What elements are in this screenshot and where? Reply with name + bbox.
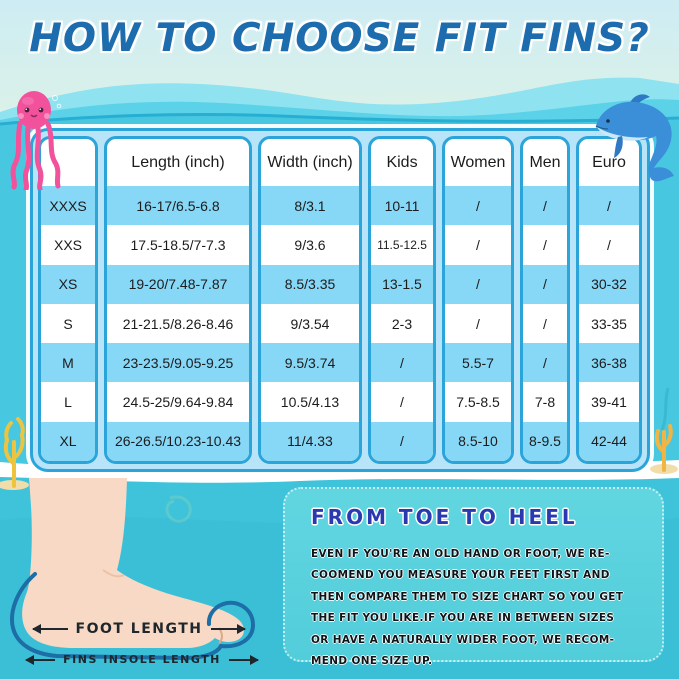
octopus-icon	[10, 91, 62, 190]
info-text-line: EVEN IF YOU'RE AN OLD HAND OR FOOT, WE R…	[311, 547, 610, 560]
table-cell: 2-3	[391, 315, 413, 332]
table-cell: 11.5-12.5	[377, 238, 427, 253]
table-column-width: Width (inch) 8/3.1 9/3.6 8.5/3.35 9/3.54…	[258, 136, 362, 464]
table-cell: /	[476, 315, 480, 332]
page-title: HOW TO CHOOSE FIT FINS?	[29, 16, 650, 61]
table-cell: /	[445, 264, 511, 304]
foot-length-label: FOOT LENGTH	[75, 621, 203, 637]
table-cell: 17.5-18.5/7-7.3	[130, 237, 226, 254]
table-cell: S	[63, 315, 73, 332]
table-cell: XXS	[53, 237, 82, 254]
table-cell: 24.5-25/9.64-9.84	[122, 394, 234, 411]
table-cell: 33-35	[591, 315, 627, 332]
insole-length-arrow: FINS INSOLE LENGTH	[24, 653, 260, 666]
info-text-line: COOMEND YOU MEASURE YOUR FEET FIRST AND	[311, 568, 610, 582]
header-cell: Women	[450, 153, 506, 171]
table-cell: /	[400, 394, 404, 411]
table-cell: 16-17/6.5-6.8	[107, 186, 249, 226]
foot-length-arrow: FOOT LENGTH	[32, 621, 246, 637]
info-body: EVEN IF YOU'RE AN OLD HAND OR FOOT, WE R…	[311, 543, 637, 672]
table-cell: /	[523, 186, 567, 226]
table-cell: L	[64, 394, 72, 411]
info-heading: FROM TOE TO HEEL	[311, 505, 578, 529]
table-cell: 23-23.5/9.05-9.25	[107, 343, 249, 383]
table-cell: M	[41, 343, 95, 383]
header-cell: Length (inch)	[131, 153, 225, 171]
arrow-line	[228, 654, 260, 665]
info-text-line: MEND ONE SIZE UP.	[311, 654, 433, 668]
coral-icon	[0, 417, 29, 490]
table-column-size: XXXS XXS XS S M L XL	[38, 136, 98, 464]
table-cell: /	[476, 237, 480, 254]
table-cell: 9/3.54	[290, 315, 330, 332]
table-cell: 19-20/7.48-7.87	[107, 264, 249, 304]
table-column-kids: Kids 10-11 11.5-12.5 13-1.5 2-3 / / /	[368, 136, 436, 464]
table-cell: 10-11	[371, 186, 433, 226]
table-column-women: Women / / / / 5.5-7 7.5-8.5 8.5-10	[442, 136, 514, 464]
table-cell: 21-21.5/8.26-8.46	[122, 315, 234, 332]
info-text-line: THEN COMPARE THEM TO SIZE CHART SO YOU G…	[311, 589, 624, 603]
table-cell: 7-8	[534, 394, 556, 411]
table-column-men: Men / / / / / 7-8 8-9.5	[520, 136, 570, 464]
table-cell: 11/4.33	[261, 421, 359, 461]
arrow-line	[24, 654, 56, 665]
table-cell: 39-41	[591, 394, 627, 411]
table-column-euro: Euro / / 30-32 33-35 36-38 39-41 42-44	[576, 136, 642, 464]
table-cell: 42-44	[579, 421, 639, 461]
header-cell: Kids	[386, 153, 418, 171]
foot-illustration	[10, 478, 256, 661]
table-cell: XXXS	[41, 186, 95, 226]
info-text-line: OR HAVE A NATURALLY WIDER FOOT, WE RECOM…	[311, 632, 615, 646]
table-cell: /	[543, 315, 547, 332]
info-panel: FROM TOE TO HEEL EVEN IF YOU'RE AN OLD H…	[283, 487, 664, 667]
table-cell: /	[445, 186, 511, 226]
table-cell: 5.5-7	[445, 343, 511, 383]
table-cell: 7.5-8.5	[456, 394, 500, 411]
table-cell: /	[371, 421, 433, 461]
header-cell: Euro	[592, 153, 626, 171]
arrow-line	[32, 624, 68, 634]
table-column-length: Length (inch) 16-17/6.5-6.8 17.5-18.5/7-…	[104, 136, 252, 464]
coral-icon	[650, 424, 678, 474]
table-cell: 10.5/4.13	[280, 394, 340, 411]
table-cell: XL	[41, 421, 95, 461]
table-cell: 9.5/3.74	[261, 343, 359, 383]
table-cell: 9/3.6	[294, 237, 326, 254]
arrow-line	[210, 624, 246, 634]
table-cell: 8/3.1	[261, 186, 359, 226]
table-cell: 8.5/3.35	[261, 264, 359, 304]
table-cell: 8.5-10	[445, 421, 511, 461]
table-cell: XS	[41, 264, 95, 304]
table-cell: 13-1.5	[371, 264, 433, 304]
info-text-line: THE FIT YOU LIKE.IF YOU ARE IN BETWEEN S…	[311, 611, 615, 625]
size-chart-table: XXXS XXS XS S M L XL Length (inch) 16-17…	[30, 128, 650, 472]
table-cell: /	[579, 186, 639, 226]
foot-measurement-diagram: FOOT LENGTH FINS INSOLE LENGTH	[0, 472, 280, 679]
header-cell: Width (inch)	[267, 153, 353, 171]
table-cell: /	[543, 237, 547, 254]
table-cell: 30-32	[579, 264, 639, 304]
table-cell: /	[607, 237, 611, 254]
table-cell: 8-9.5	[523, 421, 567, 461]
header-cell: Men	[529, 153, 561, 171]
table-cell: /	[523, 343, 567, 383]
table-cell: /	[371, 343, 433, 383]
table-cell: 36-38	[579, 343, 639, 383]
table-cell: /	[523, 264, 567, 304]
table-cell: 26-26.5/10.23-10.43	[107, 421, 249, 461]
dolphin-icon	[595, 94, 674, 182]
insole-length-label: FINS INSOLE LENGTH	[63, 653, 221, 666]
